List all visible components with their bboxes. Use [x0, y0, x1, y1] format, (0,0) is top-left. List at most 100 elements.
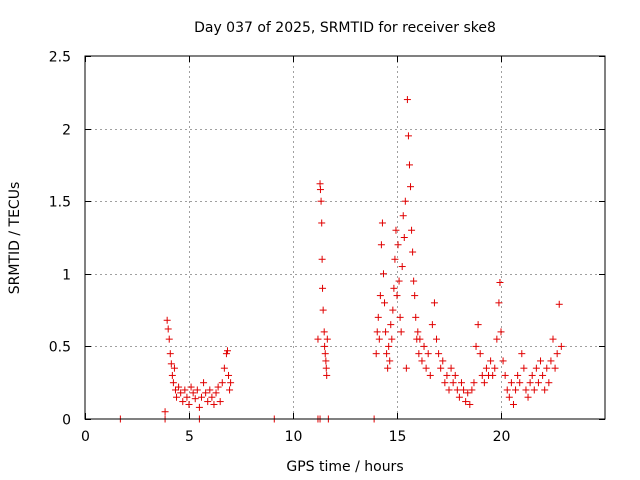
data-point — [403, 96, 411, 104]
data-point — [501, 371, 509, 379]
data-point — [191, 395, 199, 403]
grid-lines — [85, 56, 605, 419]
data-point — [164, 325, 172, 333]
data-point — [322, 364, 330, 372]
data-point — [466, 400, 474, 408]
data-point — [322, 357, 330, 365]
data-point — [480, 379, 488, 387]
data-point — [447, 364, 455, 372]
data-point — [214, 383, 222, 391]
data-point — [464, 389, 472, 397]
data-point — [503, 386, 511, 394]
data-point — [449, 379, 457, 387]
data-point — [478, 371, 486, 379]
data-point — [541, 386, 549, 394]
data-point — [555, 300, 563, 308]
data-point — [547, 357, 555, 365]
data-point — [518, 350, 526, 358]
data-point — [170, 364, 178, 372]
data-point — [316, 186, 324, 194]
data-point — [393, 292, 401, 300]
data-point — [412, 313, 420, 321]
x-axis-label: GPS time / hours — [286, 459, 403, 475]
data-point — [208, 393, 216, 401]
data-point — [415, 350, 423, 358]
data-point — [520, 364, 528, 372]
data-point — [319, 306, 327, 314]
data-point — [414, 328, 422, 336]
data-point — [166, 350, 174, 358]
data-point — [549, 335, 557, 343]
data-point — [375, 335, 383, 343]
data-point — [225, 371, 233, 379]
data-point — [551, 364, 559, 372]
data-point — [388, 335, 396, 343]
data-point — [372, 350, 380, 358]
data-point — [497, 328, 505, 336]
data-point — [226, 386, 234, 394]
x-tick-label: 20 — [493, 429, 511, 445]
data-point — [169, 379, 177, 387]
data-point — [407, 183, 415, 191]
data-point — [557, 342, 565, 350]
data-point — [177, 389, 185, 397]
data-point — [496, 279, 504, 287]
data-point — [532, 364, 540, 372]
data-point — [185, 400, 193, 408]
data-point — [378, 219, 386, 227]
data-point — [222, 350, 230, 358]
data-point — [168, 371, 176, 379]
data-point — [512, 386, 520, 394]
data-point — [396, 313, 404, 321]
data-point — [321, 342, 329, 350]
data-point — [167, 360, 175, 368]
axis-ticks: 0 5 10 15 20 0 0.5 1 1.5 2 2.5 — [49, 50, 605, 445]
data-point — [499, 357, 507, 365]
data-point — [382, 328, 390, 336]
data-point — [387, 321, 395, 329]
data-point — [394, 241, 402, 249]
data-point — [206, 386, 214, 394]
x-tick-label: 0 — [81, 429, 90, 445]
data-point — [451, 371, 459, 379]
data-point — [183, 393, 191, 401]
data-point — [507, 379, 515, 387]
data-point — [404, 132, 412, 140]
y-axis-label: SRMTID / TECUs — [7, 182, 23, 295]
data-point — [187, 383, 195, 391]
data-point — [472, 342, 480, 350]
data-point — [462, 398, 470, 406]
y-tick-label: 1 — [62, 268, 71, 284]
data-point — [428, 321, 436, 329]
data-point — [376, 292, 384, 300]
data-point — [505, 393, 513, 401]
data-point — [530, 386, 538, 394]
data-point — [392, 226, 400, 234]
data-point — [323, 335, 331, 343]
data-point — [227, 379, 235, 387]
data-point — [401, 197, 409, 205]
data-point — [399, 212, 407, 220]
data-point — [439, 357, 447, 365]
data-point — [516, 379, 524, 387]
data-point — [323, 371, 331, 379]
data-point — [395, 277, 403, 285]
data-point — [416, 335, 424, 343]
data-point — [210, 400, 218, 408]
y-tick-label: 0 — [62, 413, 71, 429]
data-point — [435, 350, 443, 358]
data-point — [385, 342, 393, 350]
data-point — [173, 393, 181, 401]
data-point — [420, 342, 428, 350]
data-point — [381, 299, 389, 307]
data-point — [383, 350, 391, 358]
data-point — [457, 379, 465, 387]
x-tick-label: 5 — [185, 429, 194, 445]
data-point — [543, 364, 551, 372]
data-point — [409, 248, 417, 256]
data-point — [193, 386, 201, 394]
data-point — [400, 234, 408, 241]
y-tick-label: 2 — [62, 123, 71, 139]
data-point — [411, 292, 419, 300]
